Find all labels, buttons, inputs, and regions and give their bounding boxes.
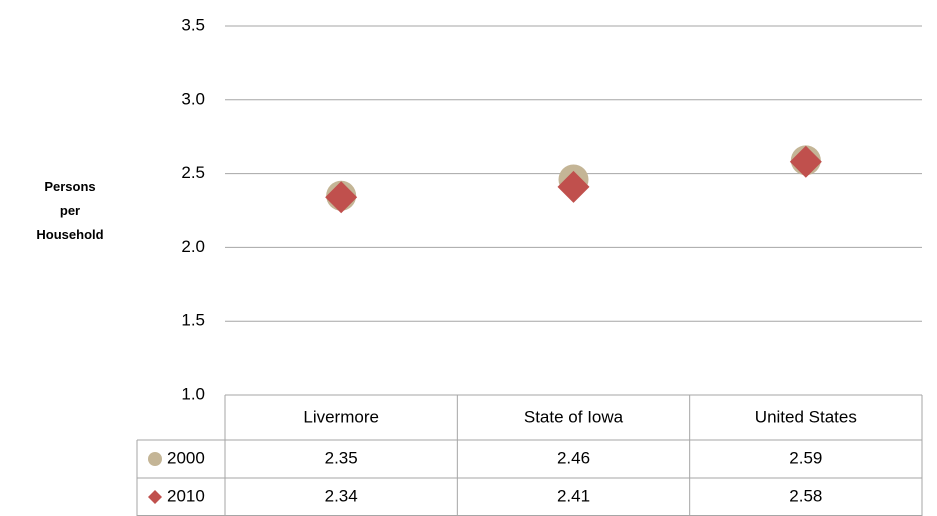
legend-marker [148,452,162,466]
y-tick-label: 3.5 [181,15,205,34]
table-value: 2.58 [789,486,822,505]
y-tick-label: 3.0 [181,89,205,108]
point [557,170,590,203]
y-tick-label: 1.5 [181,311,205,330]
category-label: Livermore [303,407,379,426]
y-tick-label: 1.0 [181,384,205,403]
legend-label: 2000 [167,448,205,467]
table-value: 2.35 [325,448,358,467]
table-value: 2.59 [789,448,822,467]
table-value: 2.41 [557,486,590,505]
point [789,145,822,178]
y-tick-label: 2.0 [181,237,205,256]
category-label: State of Iowa [524,407,624,426]
y-axis-label: Persons per Household [36,179,104,242]
category-label: United States [755,407,857,426]
y-tick-label: 2.5 [181,163,205,182]
table-value: 2.34 [325,486,358,505]
table-value: 2.46 [557,448,590,467]
point [325,181,358,214]
legend-label: 2010 [167,486,205,505]
legend-marker [148,490,162,504]
